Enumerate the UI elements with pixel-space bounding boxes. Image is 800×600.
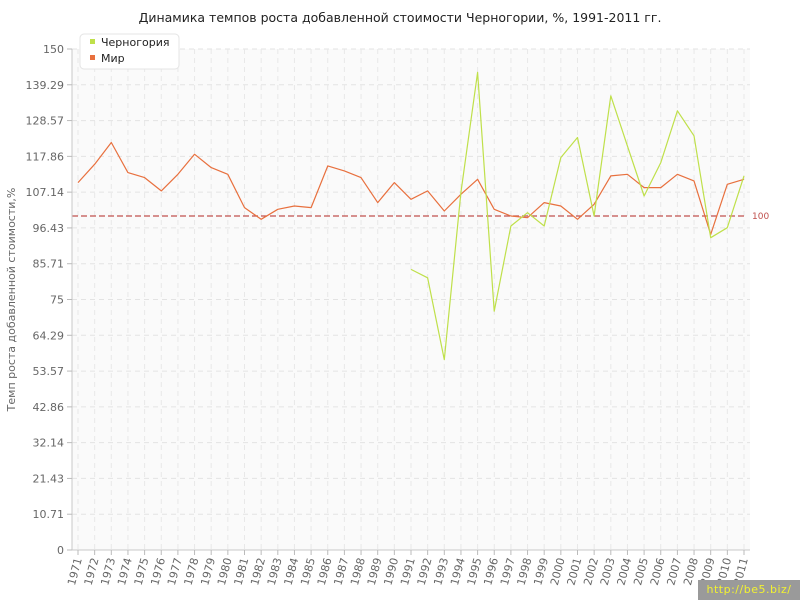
y-tick-label: 0 bbox=[57, 544, 64, 557]
legend-label-world: Мир bbox=[101, 52, 125, 65]
reference-line-group: 100 bbox=[72, 212, 769, 222]
gridlines bbox=[72, 48, 750, 550]
legend: Черногория Мир bbox=[79, 33, 180, 70]
y-axis-label: Темп роста добавленной стоимости,% bbox=[5, 188, 18, 413]
series-line-montenegro bbox=[410, 71, 745, 361]
legend-swatch-montenegro bbox=[90, 39, 95, 44]
chart-title: Динамика темпов роста добавленной стоимо… bbox=[139, 10, 662, 25]
reference-line-label: 100 bbox=[752, 212, 769, 222]
series-lines bbox=[77, 71, 745, 361]
y-tick-label: 150 bbox=[43, 43, 64, 56]
y-tick-label: 10.71 bbox=[33, 508, 65, 521]
x-axis-ticks: 1971197219731974197519761977197819791980… bbox=[65, 550, 751, 587]
y-tick-label: 64.29 bbox=[33, 329, 65, 342]
y-tick-label: 21.43 bbox=[33, 472, 65, 485]
y-tick-label: 139.29 bbox=[26, 79, 65, 92]
y-tick-label: 96.43 bbox=[33, 222, 65, 235]
legend-box bbox=[79, 33, 180, 70]
legend-label-montenegro: Черногория bbox=[101, 36, 169, 49]
y-tick-label: 75 bbox=[50, 294, 64, 307]
y-tick-label: 107.14 bbox=[26, 186, 65, 199]
y-tick-label: 85.71 bbox=[33, 258, 65, 271]
watermark: http://be5.biz/ bbox=[698, 580, 800, 600]
y-tick-label: 42.86 bbox=[33, 401, 65, 414]
series-line-world bbox=[77, 141, 745, 235]
legend-swatch-world bbox=[90, 55, 95, 60]
y-tick-label: 32.14 bbox=[33, 437, 65, 450]
y-tick-label: 117.86 bbox=[26, 150, 65, 163]
y-tick-label: 53.57 bbox=[33, 365, 65, 378]
y-tick-label: 128.57 bbox=[26, 115, 65, 128]
y-axis-ticks: 0 10.71 21.43 32.14 42.86 53.57 64.29 75 85.71 96… bbox=[26, 43, 72, 557]
